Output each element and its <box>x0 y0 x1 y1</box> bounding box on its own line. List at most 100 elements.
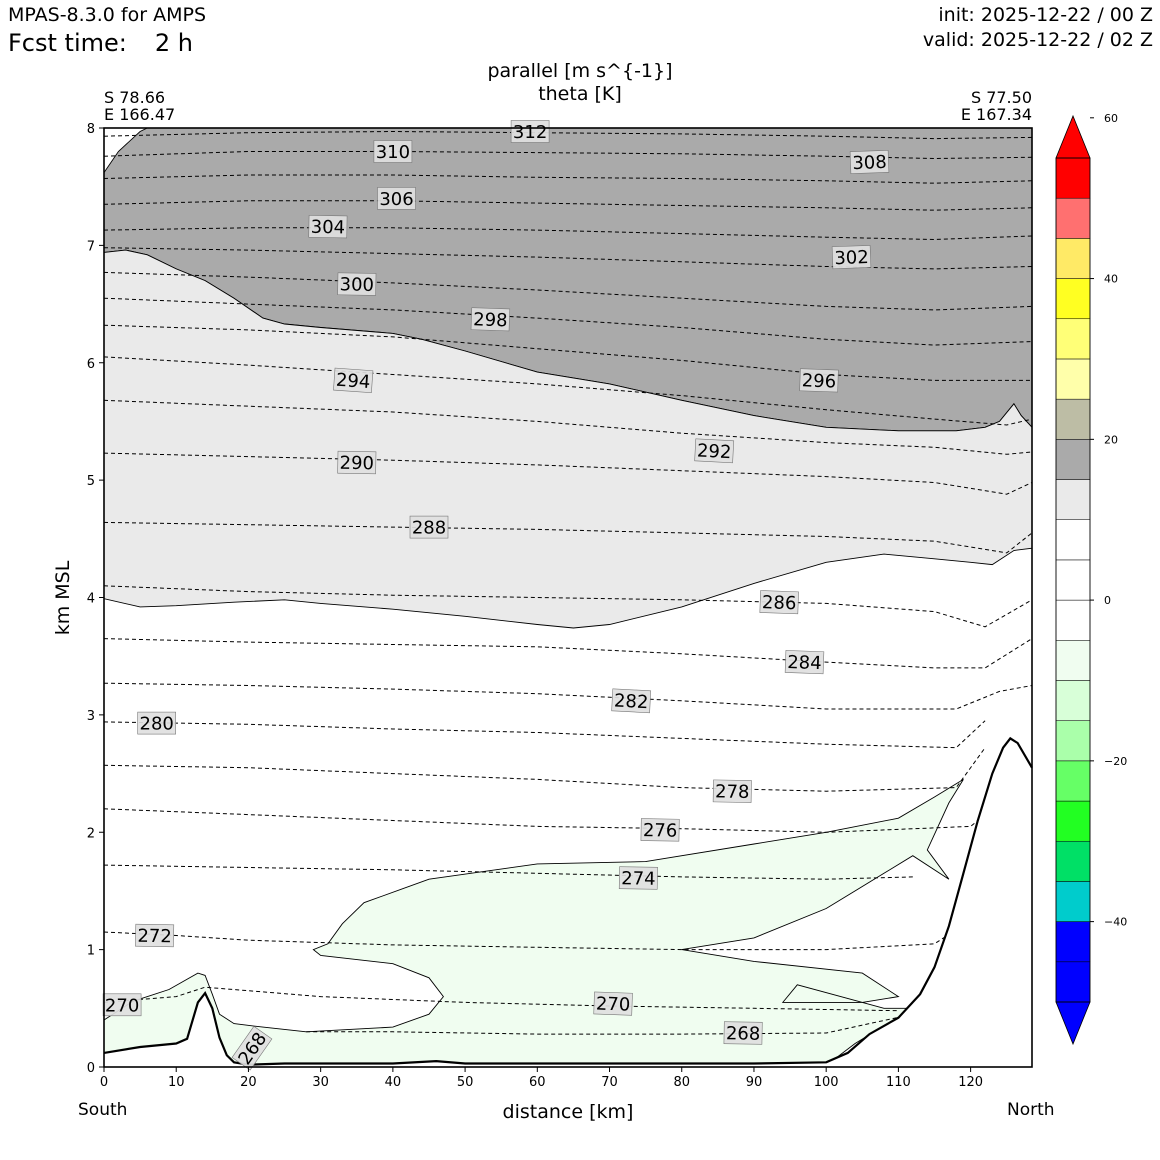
isoline-label-text: 278 <box>715 781 750 803</box>
y-tick-label: 3 <box>87 709 95 724</box>
theta-isoline-312 <box>103 130 1033 140</box>
isoline-label-text: 292 <box>696 440 731 463</box>
isoline-label-box <box>102 993 142 1017</box>
colorbar-band <box>1055 720 1091 762</box>
x-tick-label: 100 <box>814 1075 839 1090</box>
colorbar-band <box>1055 398 1091 440</box>
isoline-label: 306 <box>377 187 416 210</box>
isoline-label-text: 298 <box>473 309 508 331</box>
isoline-label-text: 272 <box>137 926 172 948</box>
isoline-label-box <box>849 150 890 174</box>
theta-isoline-274 <box>103 864 913 880</box>
isoline-label-box <box>712 779 752 803</box>
isoline-label: 302 <box>831 245 872 269</box>
theta-isoline-270 <box>103 986 899 1012</box>
isoline-label: 274 <box>618 866 658 890</box>
x-tick-label: 10 <box>168 1075 185 1090</box>
isoline-label-text: 284 <box>787 652 822 674</box>
colorbar-band <box>1055 519 1091 561</box>
theta-isoline-296 <box>103 324 1032 381</box>
isoline-label: 294 <box>333 367 374 394</box>
model-title: MPAS-8.3.0 for AMPS <box>8 4 207 26</box>
wind-speed-fill <box>103 127 1033 1066</box>
isoline-label-box <box>135 923 175 948</box>
isoline-label: 298 <box>470 307 511 331</box>
theta-isoline-282 <box>103 682 1033 710</box>
isoline-label-box <box>377 187 416 210</box>
isoline-label: 290 <box>337 450 377 475</box>
colorbar-band <box>1055 680 1091 721</box>
x-tick-label: 70 <box>601 1075 618 1090</box>
colorbar-tick-label: 60 <box>1104 112 1118 125</box>
isoline-label: 300 <box>337 272 377 296</box>
theta-isoline-286 <box>103 585 1033 628</box>
colorbar-band <box>1055 358 1091 400</box>
theta-isoline-276 <box>103 796 1008 833</box>
colorbar-band <box>1055 760 1091 802</box>
colorbar-band <box>1055 840 1091 882</box>
isoline-label-box <box>337 272 377 296</box>
colorbar-tick-label: −20 <box>1104 755 1127 768</box>
theta-isoline-284 <box>103 638 1033 669</box>
x-tick-label: 30 <box>312 1075 329 1090</box>
north-direction-label: North <box>1007 1100 1055 1120</box>
theta-isoline-292 <box>103 399 1033 455</box>
colorbar-band <box>1055 238 1091 279</box>
colorbar: −40 −20 0 20 40 60 <box>1055 112 1127 1046</box>
colorbar-band <box>1055 479 1091 520</box>
isoline-label-box <box>231 1025 273 1071</box>
y-tick-label: 4 <box>87 592 95 607</box>
isoline-label-box <box>640 818 680 842</box>
colorbar-tick-label: 20 <box>1104 433 1118 446</box>
axes: 0 10 20 30 40 50 60 70 80 90 100 110 120 0 1 2 3 4 5 6 7 8 <box>87 122 983 1090</box>
isoline-label-text: 280 <box>140 714 174 735</box>
theta-isoline-304 <box>103 227 1033 241</box>
colorbar-band <box>1055 640 1091 681</box>
isoline-label-text: 304 <box>311 217 346 239</box>
y-tick-label: 0 <box>87 1061 95 1076</box>
y-tick-label: 8 <box>87 122 95 137</box>
y-tick-label: 6 <box>87 357 95 372</box>
colorbar-band <box>1055 559 1091 601</box>
isoline-label-box <box>333 367 374 394</box>
isoline-label-text: 270 <box>596 994 631 1016</box>
y-tick-label: 1 <box>87 944 95 959</box>
colorbar-band <box>1055 921 1091 963</box>
isoline-label: 278 <box>712 779 752 803</box>
isoline-label: 284 <box>784 650 825 674</box>
isoline-label-text: 302 <box>834 247 869 269</box>
isoline-label-text: 268 <box>726 1023 761 1045</box>
x-tick-label: 20 <box>240 1075 257 1090</box>
isoline-label-text: 306 <box>379 189 413 210</box>
isoline-label-text: 294 <box>335 370 371 393</box>
isoline-label-text: 310 <box>376 142 410 163</box>
theta-isoline-288 <box>103 521 1033 554</box>
isoline-label-box <box>337 450 377 475</box>
forecast-time: Fcst time: 2 h <box>8 29 193 57</box>
theta-isoline-306 <box>103 200 1033 211</box>
isoline-label-text: 276 <box>643 820 678 842</box>
theta-isoline-298 <box>103 297 1033 346</box>
y-tick-label: 5 <box>87 474 95 489</box>
theta-isoline-272 <box>103 919 971 951</box>
init-time: init: 2025-12-22 / 00 Z <box>938 4 1153 26</box>
forecast-time-value: 2 h <box>154 29 193 57</box>
isoline-label-text: 270 <box>105 995 139 1016</box>
isoline-label-text: 288 <box>412 518 446 539</box>
isoline-label-text: 282 <box>613 690 648 713</box>
terrain-line <box>103 736 1033 1066</box>
isoline-label-box <box>409 515 449 539</box>
y-tick-label: 7 <box>87 239 95 254</box>
colorbar-extend-max <box>1055 114 1091 159</box>
isoline-label-text: 296 <box>801 370 836 392</box>
colorbar-extend-min <box>1055 1001 1091 1046</box>
colorbar-band <box>1055 800 1091 842</box>
colorbar-band <box>1055 881 1091 922</box>
colorbar-tick-label: 0 <box>1104 594 1111 607</box>
end-longitude: E 167.34 <box>960 105 1032 124</box>
isoline-label-text: 300 <box>339 274 374 296</box>
isoline-label: 268 <box>723 1021 763 1045</box>
isoline-label-box <box>618 866 658 890</box>
isoline-label: 308 <box>849 150 890 174</box>
south-direction-label: South <box>78 1100 128 1120</box>
